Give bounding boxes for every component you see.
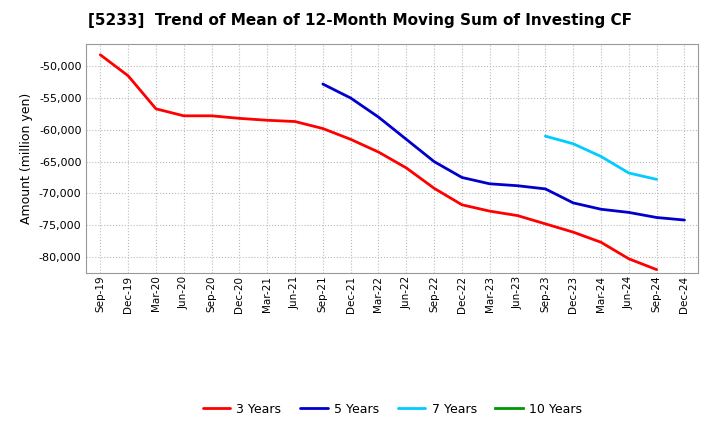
3 Years	[513, 213, 522, 218]
5 Years	[624, 210, 633, 215]
3 Years	[402, 165, 410, 171]
3 Years	[458, 202, 467, 207]
5 Years	[485, 181, 494, 187]
3 Years	[235, 116, 243, 121]
5 Years	[569, 200, 577, 205]
5 Years	[318, 81, 327, 87]
3 Years	[346, 137, 355, 142]
7 Years	[624, 170, 633, 176]
7 Years	[652, 177, 661, 182]
7 Years	[569, 141, 577, 147]
3 Years	[124, 73, 132, 78]
Text: [5233]  Trend of Mean of 12-Month Moving Sum of Investing CF: [5233] Trend of Mean of 12-Month Moving …	[88, 13, 632, 28]
3 Years	[207, 113, 216, 118]
5 Years	[513, 183, 522, 188]
Y-axis label: Amount (million yen): Amount (million yen)	[20, 93, 33, 224]
3 Years	[96, 52, 104, 58]
5 Years	[374, 114, 383, 120]
5 Years	[597, 207, 606, 212]
5 Years	[680, 217, 689, 223]
Line: 5 Years: 5 Years	[323, 84, 685, 220]
7 Years	[597, 154, 606, 159]
7 Years	[541, 133, 550, 139]
5 Years	[430, 159, 438, 164]
3 Years	[624, 256, 633, 261]
3 Years	[374, 150, 383, 155]
3 Years	[569, 230, 577, 235]
3 Years	[597, 240, 606, 245]
Line: 7 Years: 7 Years	[546, 136, 657, 180]
3 Years	[485, 209, 494, 214]
3 Years	[291, 119, 300, 124]
3 Years	[541, 221, 550, 227]
5 Years	[652, 215, 661, 220]
3 Years	[318, 126, 327, 131]
3 Years	[652, 267, 661, 272]
5 Years	[541, 186, 550, 191]
3 Years	[179, 113, 188, 118]
3 Years	[152, 106, 161, 111]
5 Years	[458, 175, 467, 180]
5 Years	[402, 137, 410, 142]
Legend: 3 Years, 5 Years, 7 Years, 10 Years: 3 Years, 5 Years, 7 Years, 10 Years	[198, 398, 587, 421]
3 Years	[263, 117, 271, 123]
5 Years	[346, 95, 355, 101]
3 Years	[430, 186, 438, 191]
Line: 3 Years: 3 Years	[100, 55, 657, 270]
